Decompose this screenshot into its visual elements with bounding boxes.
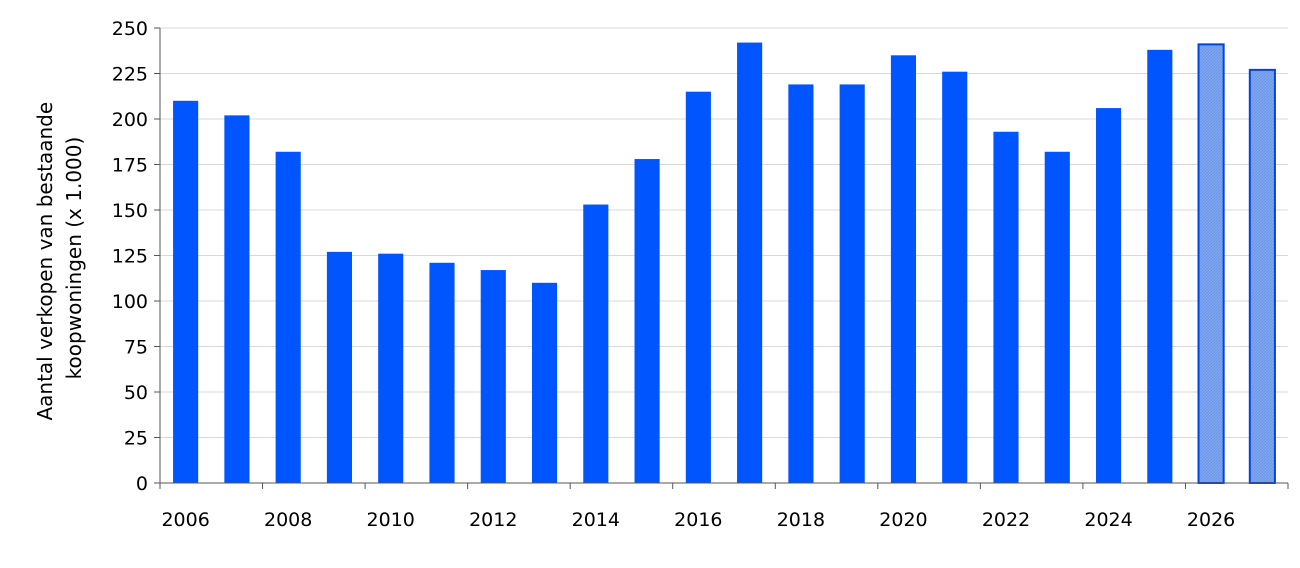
bar-forecast-2027 bbox=[1248, 68, 1276, 485]
y-tick-label: 200 bbox=[112, 109, 148, 131]
bar-forecast-2026 bbox=[1197, 43, 1225, 484]
bar-series bbox=[173, 42, 1276, 485]
x-tick-label: 2026 bbox=[1187, 509, 1235, 531]
bar-2008 bbox=[275, 151, 301, 483]
y-axis-label-line-1: Aantal verkopen van bestaande bbox=[33, 102, 57, 421]
y-tick-label: 0 bbox=[136, 473, 148, 495]
x-tick-label: 2008 bbox=[264, 509, 312, 531]
bar-2021 bbox=[942, 71, 968, 484]
bar-2013 bbox=[531, 282, 558, 483]
y-tick-label: 250 bbox=[112, 18, 148, 40]
x-tick-label: 2022 bbox=[982, 509, 1030, 531]
x-tick-label: 2010 bbox=[367, 509, 415, 531]
bar-2009 bbox=[326, 251, 353, 483]
y-tick-label: 175 bbox=[112, 155, 148, 177]
y-tick-label: 100 bbox=[112, 291, 148, 313]
bar-2024 bbox=[1095, 108, 1122, 483]
bar-2014 bbox=[583, 204, 609, 484]
bar-2006 bbox=[173, 100, 199, 484]
x-tick-label: 2018 bbox=[777, 509, 825, 531]
bar-2020 bbox=[890, 55, 917, 484]
x-tick-label: 2020 bbox=[879, 509, 927, 531]
x-tick-label: 2016 bbox=[674, 509, 722, 531]
y-tick-label: 225 bbox=[112, 64, 148, 86]
x-tick-label: 2006 bbox=[161, 509, 209, 531]
x-tick-label: 2012 bbox=[469, 509, 517, 531]
bar-2011 bbox=[429, 262, 455, 483]
x-tick-label: 2024 bbox=[1084, 509, 1132, 531]
x-tick-labels: 2006 2008 2010 2012 2014 2016 2018 2020 2022 2024… bbox=[161, 509, 1235, 531]
bar-2023 bbox=[1044, 151, 1070, 483]
bar-2012 bbox=[480, 270, 506, 483]
bar-2015 bbox=[634, 159, 660, 484]
y-tick-label: 50 bbox=[124, 382, 148, 404]
bar-2022 bbox=[993, 131, 1019, 484]
x-tick-label: 2014 bbox=[572, 509, 620, 531]
bar-2010 bbox=[378, 253, 404, 483]
y-axis-label: Aantal verkopen van bestaande koopwoning… bbox=[33, 95, 86, 420]
y-tick-label: 25 bbox=[124, 428, 148, 450]
y-tick-labels: 0 25 50 75 100 125 150 175 200 225 250 bbox=[112, 18, 148, 495]
y-tick-label: 150 bbox=[112, 200, 148, 222]
y-tick-label: 125 bbox=[112, 246, 148, 268]
axes bbox=[154, 27, 1289, 489]
bar-2018 bbox=[788, 84, 814, 484]
y-tick-label: 75 bbox=[124, 337, 148, 359]
bar-2017 bbox=[737, 42, 763, 484]
bar-2025 bbox=[1147, 49, 1173, 484]
bar-2007 bbox=[224, 115, 250, 484]
bar-2016 bbox=[685, 91, 711, 483]
y-axis-label-line-2: koopwoningen (x 1.000) bbox=[62, 137, 86, 380]
bar-2019 bbox=[839, 84, 865, 484]
